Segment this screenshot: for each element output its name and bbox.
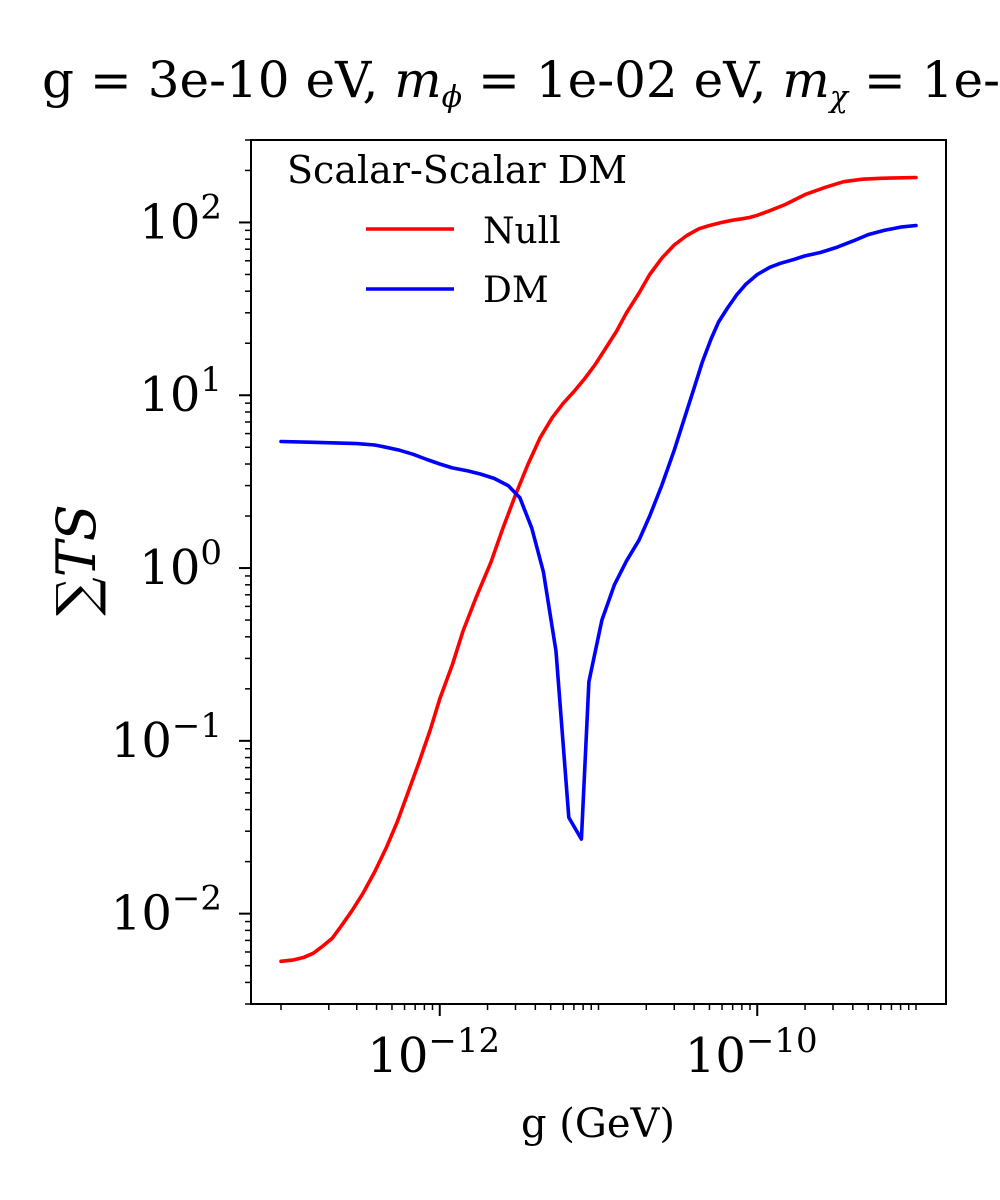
series-line-null	[279, 175, 918, 964]
x-axis-label: g (GeV)	[521, 1101, 675, 1147]
y-tick-label: 10−2	[111, 879, 222, 942]
y-tick-label-base: 10	[111, 886, 172, 942]
chart-title-part: χ	[828, 80, 850, 115]
plot-frame	[250, 139, 947, 1005]
y-tick-label-exponent: 1	[200, 360, 222, 400]
y-tick-label-base: 10	[139, 367, 200, 423]
y-tick-label-base: 10	[139, 540, 200, 596]
legend: Scalar-Scalar DM Null DM	[287, 148, 627, 311]
chart-title-part: g = 3e-10 eV,	[42, 51, 394, 109]
chart-title-part: = 1e-02 eV,	[462, 51, 782, 109]
y-tick-label-exponent: −2	[172, 879, 222, 919]
chart-title-part: = 1e-	[848, 51, 1000, 109]
chart-title-part: m	[394, 51, 441, 109]
x-tick-labels: 10−12 10−10	[367, 1021, 817, 1084]
chart-title: g = 3e-10 eV, mϕ = 1e-02 eV, mχ = 1e-	[42, 51, 1000, 115]
y-tick-label-base: 10	[139, 194, 200, 250]
y-tick-label-exponent: 0	[200, 533, 222, 573]
y-tick-label-exponent: 2	[200, 187, 222, 227]
chart-title-part: ϕ	[442, 80, 462, 115]
y-tick-label: 100	[139, 533, 222, 596]
series-line-dm	[279, 223, 918, 841]
legend-title: Scalar-Scalar DM	[287, 148, 627, 192]
x-tick-label-exponent: −10	[746, 1021, 818, 1061]
x-tick-label: 10−12	[367, 1021, 500, 1084]
y-tick-label: 102	[139, 187, 222, 250]
chart-title-part: m	[782, 51, 829, 109]
y-tick-label-exponent: −1	[172, 706, 222, 746]
y-tick-label-base: 10	[111, 713, 172, 769]
x-tick-label: 10−10	[685, 1021, 818, 1084]
y-tick-label: 101	[139, 360, 222, 423]
legend-label-dm: DM	[483, 270, 549, 311]
x-tick-label-base: 10	[367, 1028, 428, 1084]
axis-ticks	[239, 139, 917, 1016]
x-tick-label-base: 10	[685, 1028, 746, 1084]
x-tick-label-exponent: −12	[428, 1021, 500, 1061]
y-tick-label: 10−1	[111, 706, 222, 769]
legend-label-null: Null	[483, 211, 561, 252]
y-axis-label: ∑TS	[45, 504, 108, 616]
